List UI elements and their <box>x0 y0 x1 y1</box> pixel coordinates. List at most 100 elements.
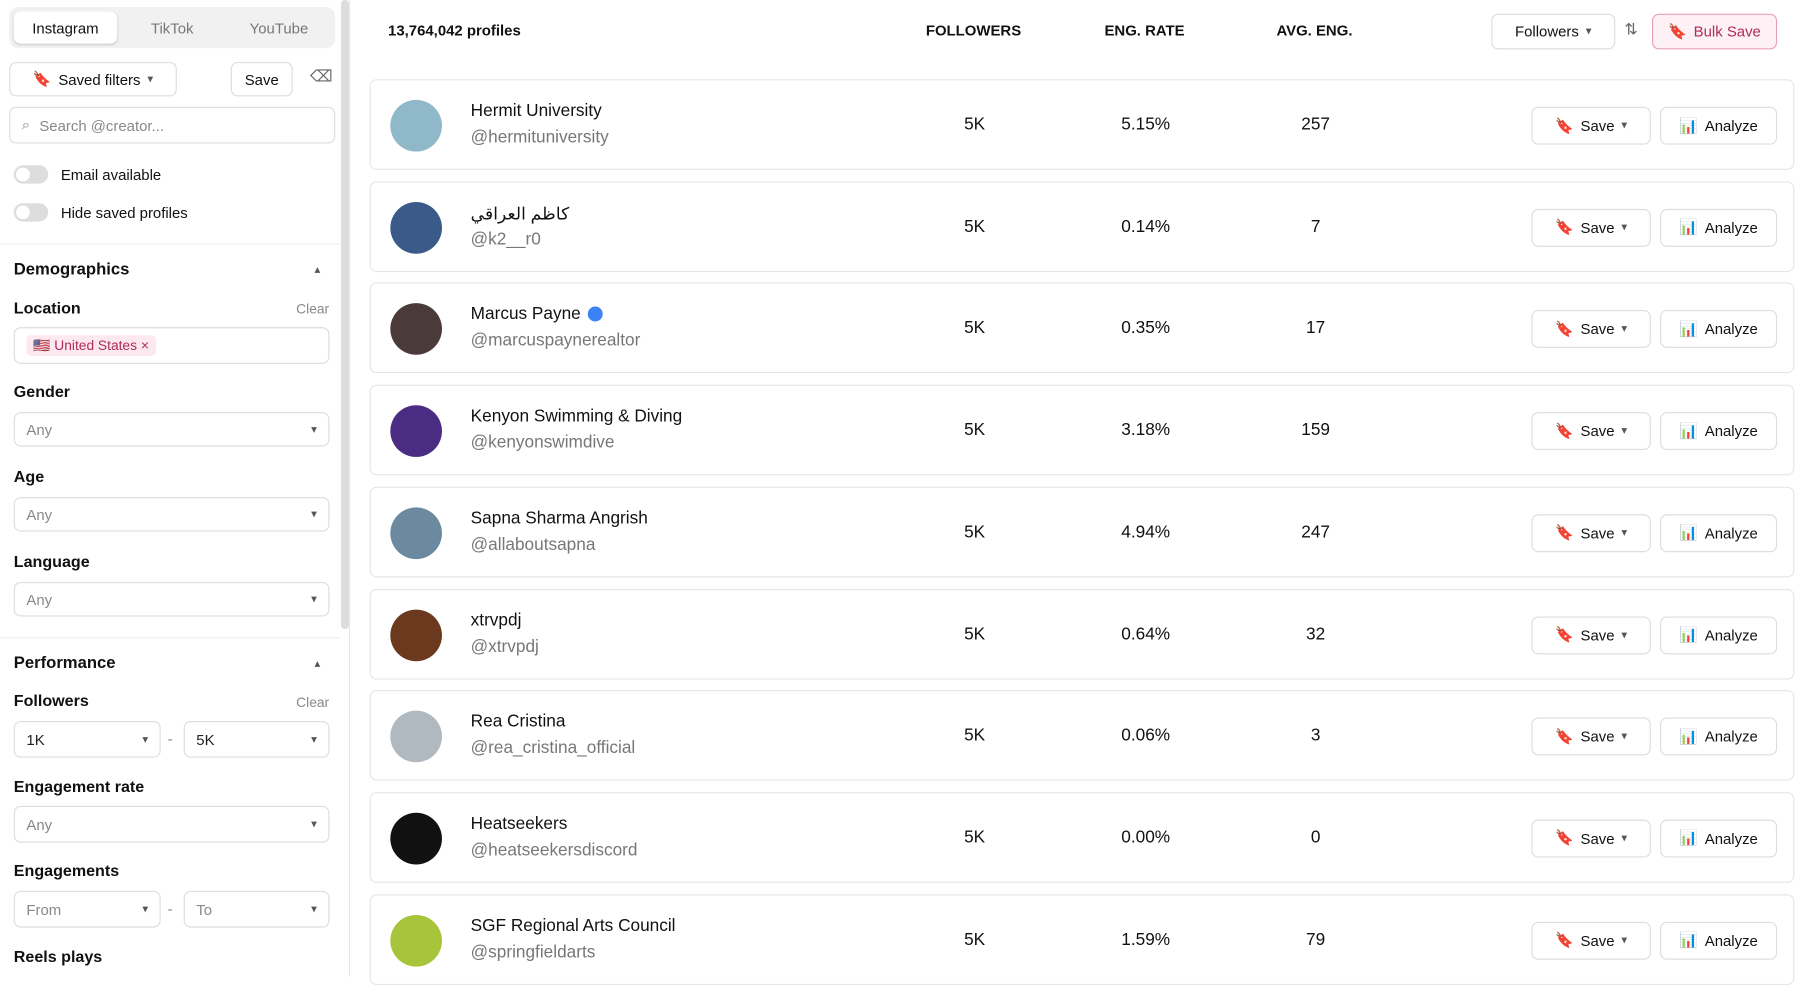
select[interactable]: To ▾ <box>183 890 330 928</box>
label: Save <box>1580 117 1615 135</box>
label: Analyze <box>1704 626 1758 644</box>
analyze-button[interactable]: 📊 Analyze <box>1660 615 1778 654</box>
eng-rate: 0.14% <box>1121 216 1171 237</box>
collapse[interactable]: ▴ <box>314 657 321 671</box>
handle: @k2__r0 <box>470 229 541 249</box>
profile-name[interactable]: Rea Cristina <box>470 711 566 732</box>
analyze-button[interactable]: 📊 Analyze <box>1660 208 1778 247</box>
clear[interactable]: Clear <box>296 300 330 317</box>
followers: 5K <box>964 114 986 135</box>
column-header[interactable]: FOLLOWERS <box>925 21 1022 40</box>
toggle[interactable] <box>13 203 49 222</box>
profile-row[interactable]: Kenyon Swimming & Diving @kenyonswimdive 5… <box>369 384 1795 476</box>
separator: - <box>167 730 173 748</box>
save-button[interactable]: 🔖 Save ▾ <box>1531 310 1651 349</box>
profile-row[interactable]: Rea Cristina @rea_cristina_official 5K 0.06… <box>369 690 1795 781</box>
analyze-button[interactable]: 📊 Analyze <box>1660 412 1778 451</box>
profile-row[interactable]: Hermit University @hermituniversity 5K 5.15… <box>369 79 1795 170</box>
toggle[interactable] <box>13 165 49 184</box>
avatar <box>390 609 442 661</box>
clear[interactable]: Clear <box>296 694 330 711</box>
avg-eng: 32 <box>1306 623 1326 644</box>
clear-icon[interactable]: ⌫ <box>309 66 333 85</box>
save-button[interactable]: 🔖 Save ▾ <box>1531 514 1651 552</box>
value: 5K <box>196 730 215 748</box>
select[interactable]: 5K ▾ <box>183 720 330 758</box>
analyze-button[interactable]: 📊 Analyze <box>1660 106 1778 145</box>
select[interactable]: Any ▾ <box>13 497 330 532</box>
label: Bulk Save <box>1693 22 1761 41</box>
profile-name[interactable]: Hermit University <box>470 101 602 121</box>
section-title[interactable]: Performance <box>13 654 116 673</box>
value: Any <box>26 505 53 523</box>
profile-name[interactable]: Marcus Payne <box>470 304 581 325</box>
name-line: كاظم العراقي <box>471 203 570 224</box>
profile-name[interactable]: Kenyon Swimming & Diving <box>470 406 683 427</box>
section-title[interactable]: Demographics <box>13 260 130 279</box>
bulk-save[interactable]: 🔖 Bulk Save <box>1651 13 1778 50</box>
analyze-button[interactable]: 📊 Analyze <box>1660 819 1778 858</box>
scrollbar[interactable] <box>340 0 349 630</box>
label: Save <box>1580 728 1615 746</box>
save-button[interactable]: 🔖 Save ▾ <box>1531 412 1651 451</box>
save-button[interactable]: 🔖 Save ▾ <box>1531 615 1651 654</box>
name-line: Sapna Sharma Angrish <box>471 508 648 528</box>
label: Save <box>1580 931 1615 949</box>
avatar <box>390 812 442 865</box>
profile-name[interactable]: SGF Regional Arts Council <box>470 915 676 936</box>
value: Any <box>26 590 53 608</box>
select[interactable]: 1K ▾ <box>13 720 161 758</box>
name-line: Marcus Payne <box>470 304 603 325</box>
name-line: Heatseekers <box>471 814 568 834</box>
profile-row[interactable]: Marcus Payne @marcuspaynerealtor 5K 0.35% 17… <box>369 282 1795 374</box>
save-button[interactable]: 🔖 Save ▾ <box>1531 921 1651 960</box>
tag[interactable]: 🇺🇸 United States × <box>26 335 156 356</box>
tab[interactable]: Instagram <box>13 11 118 44</box>
profile-name[interactable]: كاظم العراقي <box>470 203 570 224</box>
label: Age <box>13 467 45 486</box>
analyze-button[interactable]: 📊 Analyze <box>1660 514 1778 552</box>
save-button[interactable]: Save <box>230 61 293 97</box>
select[interactable]: Any ▾ <box>13 412 330 447</box>
analyze-button[interactable]: 📊 Analyze <box>1660 717 1778 756</box>
save-button[interactable]: 🔖 Save ▾ <box>1531 717 1651 756</box>
column-header[interactable]: ENG. RATE <box>1104 21 1185 40</box>
label: Gender <box>13 382 71 401</box>
label: Analyze <box>1704 218 1758 237</box>
tabs: Instagram TikTok YouTube <box>9 6 336 49</box>
avg-eng: 17 <box>1306 318 1326 338</box>
profile-row[interactable]: Sapna Sharma Angrish @allaboutsapna 5K 4.94… <box>369 486 1795 578</box>
sort-select[interactable]: Followers ▾ <box>1491 13 1616 50</box>
sort-direction[interactable]: ⇅ <box>1624 19 1638 38</box>
profile-row[interactable]: كاظم العراقي @k2__r0 5K 0.14% 7 🔖 Save ▾ 📊 Analyz… <box>369 181 1795 272</box>
tab[interactable]: TikTok <box>150 18 194 37</box>
placeholder: Search @creator... <box>39 116 165 134</box>
save-button[interactable]: 🔖 Save ▾ <box>1531 819 1651 858</box>
location-input[interactable]: 🇺🇸 United States × <box>13 327 330 364</box>
select[interactable]: From ▾ <box>13 890 161 928</box>
profile-row[interactable]: Heatseekers @heatseekersdiscord 5K 0.00% 0 🔖 S… <box>369 791 1795 883</box>
label: Analyze <box>1704 524 1758 542</box>
profile-row[interactable]: SGF Regional Arts Council @springfieldart… <box>369 893 1795 985</box>
analyze-button[interactable]: 📊 Analyze <box>1660 310 1778 349</box>
tab[interactable]: YouTube <box>249 18 309 37</box>
profile-name[interactable]: xtrvpdj <box>470 610 522 630</box>
profile-row[interactable]: xtrvpdj @xtrvpdj 5K 0.64% 32 🔖 Save ▾ 📊 Analyze <box>369 588 1795 680</box>
search[interactable]: ⌕ Search @creator... <box>9 106 336 144</box>
analyze-button[interactable]: 📊 Analyze <box>1660 921 1778 960</box>
followers: 5K <box>964 420 986 440</box>
divider <box>348 0 351 977</box>
value: Any <box>26 420 53 438</box>
saved-filters[interactable]: 🔖 Saved filters ▾ <box>9 61 177 97</box>
select[interactable]: Any ▾ <box>13 805 330 843</box>
collapse[interactable]: ▴ <box>314 264 321 277</box>
save-button[interactable]: 🔖 Save ▾ <box>1531 208 1651 247</box>
save-button[interactable]: 🔖 Save ▾ <box>1531 106 1651 145</box>
profile-name[interactable]: Heatseekers <box>470 813 568 834</box>
select[interactable]: Any ▾ <box>13 582 330 617</box>
column-header[interactable]: AVG. ENG. <box>1276 21 1353 40</box>
avg-eng: 247 <box>1301 522 1330 542</box>
label: Save <box>1580 422 1615 440</box>
profile-name[interactable]: Sapna Sharma Angrish <box>470 508 648 528</box>
